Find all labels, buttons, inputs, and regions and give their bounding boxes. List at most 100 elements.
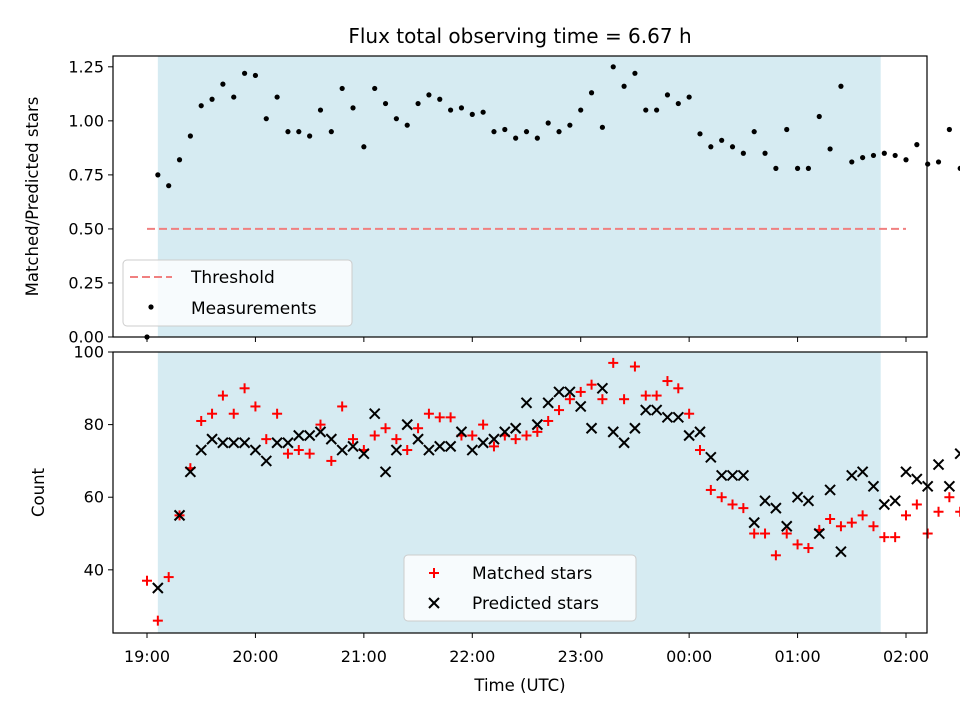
- matched-star-point: [684, 408, 695, 419]
- matched-star-point: [619, 394, 630, 405]
- measurement-point: [740, 150, 746, 156]
- measurement-point: [241, 70, 248, 76]
- predicted-star-point: [781, 520, 793, 532]
- matched-star-point: [770, 550, 781, 561]
- matched-star-point: [846, 517, 857, 528]
- predicted-star-point: [423, 444, 435, 456]
- measurement-point: [491, 129, 497, 135]
- measurement-point: [166, 183, 172, 189]
- matched-star-point: [803, 543, 814, 554]
- measurement-point: [773, 165, 779, 171]
- predicted-star-point: [184, 466, 197, 478]
- predicted-star-point: [715, 469, 728, 482]
- matched-star-point: [673, 383, 684, 394]
- measurement-point: [946, 126, 952, 133]
- measurement-point: [621, 83, 627, 89]
- matched-star-point: [348, 434, 359, 445]
- bottom-x-ticks: 19:00 20:00 21:00 22:00 23:00 00:00 01:00 02:00: [124, 633, 929, 666]
- predicted-star-point: [824, 484, 836, 496]
- measurement-point: [404, 122, 410, 128]
- measurement-point: [176, 157, 183, 163]
- x-tick-label: 22:00: [449, 647, 495, 666]
- matched-star-point: [369, 430, 380, 441]
- legend-measurements-label: Measurements: [191, 299, 317, 319]
- predicted-star-point: [889, 495, 901, 507]
- measurement-point: [372, 85, 378, 92]
- measurement-point: [209, 96, 215, 102]
- matched-star-point: [608, 357, 619, 368]
- predicted-star-point: [477, 437, 489, 449]
- matched-star-point: [857, 510, 868, 521]
- predicted-star-point: [249, 444, 262, 456]
- predicted-star-point: [791, 491, 804, 503]
- matched-star-point: [835, 521, 846, 532]
- predicted-star-point: [217, 437, 229, 449]
- matched-star-point: [554, 405, 565, 416]
- matched-star-point: [716, 492, 727, 503]
- predicted-star-point: [390, 444, 403, 456]
- predicted-star-point: [314, 426, 327, 438]
- top-axes-frame: [112, 55, 928, 338]
- predicted-star-point: [911, 473, 923, 485]
- measurement-point: [686, 94, 692, 100]
- matched-star-point: [152, 615, 163, 626]
- measurement-point: [719, 137, 725, 143]
- matched-star-point: [792, 539, 803, 550]
- matched-star-point: [640, 390, 651, 401]
- top-legend: Threshold Measurements: [122, 259, 353, 327]
- matched-star-point: [250, 401, 261, 412]
- measurement-point: [502, 126, 508, 133]
- predicted-star-point: [813, 527, 825, 540]
- x-tick-label: 02:00: [883, 647, 929, 666]
- measurement-point: [643, 107, 649, 113]
- measurement-point: [925, 161, 931, 167]
- predicted-star-point: [228, 437, 240, 449]
- chart-title: Flux total observing time = 6.67 h: [348, 24, 691, 48]
- predicted-star-point: [694, 426, 706, 438]
- predicted-star-point: [618, 437, 630, 449]
- predicted-star-point: [531, 418, 544, 431]
- matched-star-point: [217, 390, 228, 401]
- measurement-point: [892, 152, 898, 159]
- predicted-star-point: [553, 386, 565, 398]
- predicted-star-point: [488, 433, 500, 445]
- measurement-point: [339, 85, 345, 92]
- predicted-star-point: [455, 426, 468, 438]
- predicted-star-point: [835, 545, 847, 558]
- x-tick-label: 19:00: [124, 647, 170, 666]
- predicted-star-point: [499, 426, 511, 438]
- predicted-star-point: [466, 444, 478, 456]
- measurement-point: [632, 70, 638, 76]
- predicted-star-point: [737, 469, 750, 482]
- matched-star-point: [423, 408, 434, 419]
- predicted-star-point: [585, 422, 598, 434]
- predicted-star-point: [401, 418, 413, 431]
- matched-star-point: [890, 532, 901, 543]
- y-tick-label: 60: [84, 488, 104, 507]
- predicted-star-point: [596, 382, 609, 395]
- matched-star-point: [272, 408, 283, 419]
- bottom-legend: Matched stars Predicted stars: [403, 554, 637, 622]
- measurement-point: [816, 113, 822, 120]
- predicted-star-point: [520, 397, 533, 409]
- predicted-star-point: [271, 437, 283, 449]
- predicted-star-point: [347, 440, 359, 453]
- matched-star-point: [727, 499, 738, 510]
- bottom-legend-box: [403, 554, 637, 622]
- predicted-star-point: [726, 469, 739, 482]
- y-tick-label: 1.00: [68, 111, 104, 130]
- predicted-star-point: [564, 386, 576, 398]
- matched-star-point: [239, 383, 250, 394]
- predicted-star-point: [661, 411, 674, 424]
- predicted-star-point: [802, 495, 815, 507]
- legend-matched-swatch: [429, 568, 439, 578]
- measurement-point: [469, 111, 475, 117]
- predicted-star-point: [238, 437, 251, 449]
- bottom-panel: 40 60 80 100 19:00 20:00 21:00 22:00 23:00 00:00…: [29, 343, 960, 695]
- measurement-point: [198, 103, 204, 109]
- predicted-star-point: [173, 509, 186, 522]
- measurement-point: [231, 94, 237, 100]
- predicted-star-point: [358, 447, 370, 460]
- measurement-point: [285, 129, 291, 135]
- measurement-point: [729, 144, 736, 150]
